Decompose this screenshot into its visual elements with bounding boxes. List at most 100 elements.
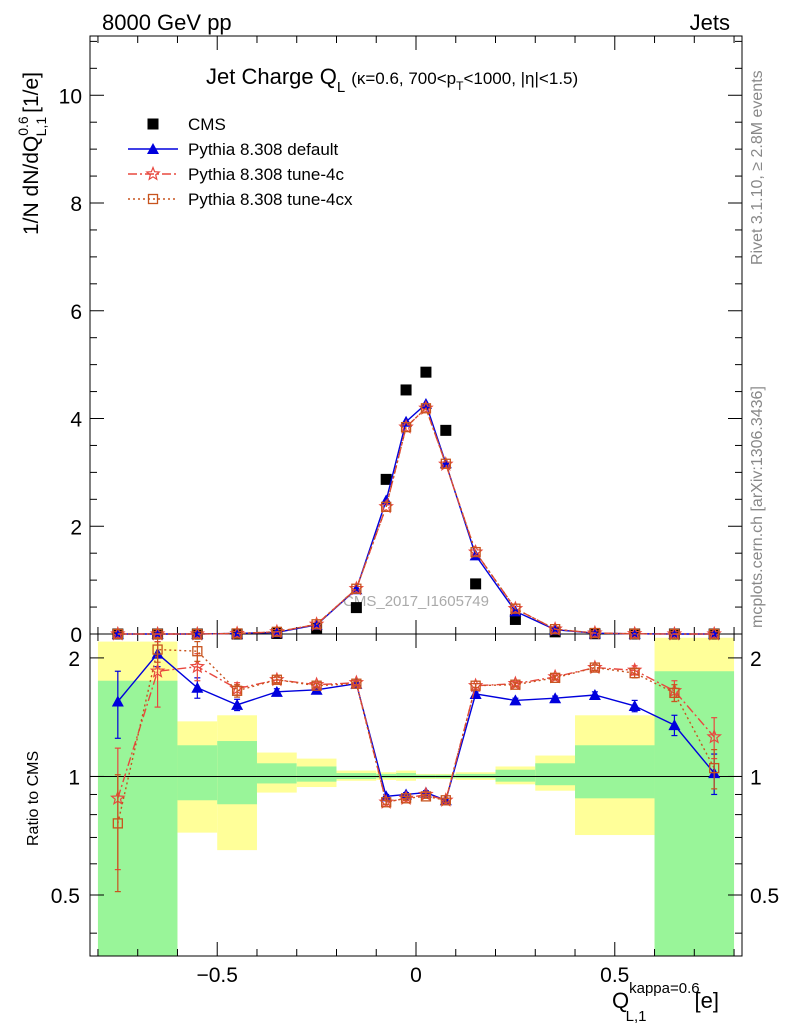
band-green — [256, 763, 297, 784]
marker-open-square — [147, 193, 159, 205]
main-series-group — [110, 366, 722, 641]
ratio-ytick-labels: 0.5 0.5 1 1 2 2 — [51, 648, 779, 908]
main-ytick-label: 0 — [70, 624, 82, 647]
title-params: (κ=0.6, 700<p — [351, 69, 456, 88]
marker-star — [145, 165, 161, 181]
marker-square — [400, 384, 412, 396]
ratio-ytick-label-right: 1 — [750, 766, 762, 789]
watermark: CMS_2017_I1605749 — [343, 593, 489, 610]
ylabel-unit: [1/e] — [20, 72, 43, 113]
xtick-label: 0.5 — [600, 964, 629, 987]
marker-open-square — [152, 644, 163, 655]
marker-square — [147, 118, 159, 130]
marker-open-square — [311, 619, 322, 630]
ylabel-sub: L,1 — [33, 117, 49, 137]
marker-open-square — [510, 603, 521, 614]
marker-square — [350, 602, 362, 614]
main-ytick-labels: 0 2 4 6 8 10 — [59, 85, 83, 647]
ratio-ylabel-text: Ratio to CMS — [25, 751, 42, 846]
svg-text:1/N dN/dQ0.6L,1[1/e]: 1/N dN/dQ0.6 L,1 [1/e] — [15, 72, 49, 235]
marker-triangle — [628, 699, 641, 711]
marker-open-square — [231, 685, 243, 696]
marker-triangle — [509, 694, 522, 706]
marker-open-square — [629, 628, 640, 639]
band-green — [654, 671, 735, 956]
ratio-ytick-label-right: 2 — [750, 648, 762, 671]
header-left: 8000 GeV pp — [102, 10, 232, 35]
marker-triangle — [111, 695, 124, 707]
marker-open-square — [629, 667, 640, 679]
xlabel-sub: L,1 — [626, 1008, 647, 1024]
main-title: Jet Charge QL (κ=0.6, 700<pT<1000, |η|<1.… — [206, 64, 578, 96]
marker-open-square — [192, 628, 203, 640]
marker-open-square — [351, 583, 362, 594]
title-params-end: <1000, |η|<1.5) — [463, 69, 578, 88]
marker-triangle — [668, 719, 681, 731]
ylabel-sup: 0.6 — [15, 116, 31, 136]
marker-open-square — [549, 624, 561, 635]
series-line-default — [117, 402, 715, 635]
marker-open-square — [231, 628, 243, 639]
ratio-ylabel: Ratio to CMS — [25, 751, 42, 846]
marker-open-square — [470, 680, 481, 691]
legend-label-tune4cx: Pythia 8.308 tune-4cx — [188, 190, 353, 209]
marker-open-square — [420, 403, 432, 414]
xtick-labels: −0.5 0 0.5 — [196, 964, 629, 987]
ratio-line-default — [117, 652, 715, 802]
main-ytick-label: 8 — [70, 193, 82, 216]
band-green — [495, 769, 536, 782]
marker-triangle — [310, 683, 323, 695]
xtick-label: 0 — [410, 964, 422, 987]
marker-square — [470, 578, 482, 590]
marker-open-square — [271, 674, 283, 685]
band-green — [575, 745, 655, 799]
marker-open-square — [400, 421, 412, 433]
marker-open-square — [709, 628, 720, 640]
marker-open-square — [510, 679, 521, 690]
xlabel-unit: [e] — [694, 988, 718, 1013]
xlabel-main: Q — [612, 988, 629, 1013]
band-green — [177, 745, 218, 801]
title-sub: L — [337, 79, 345, 96]
rivet-label: Rivet 3.1.10, ≥ 2.8M events — [749, 70, 766, 265]
main-ytick-label: 4 — [70, 409, 82, 432]
marker-square — [509, 613, 521, 625]
legend-label-tune4c: Pythia 8.308 tune-4c — [188, 165, 344, 184]
marker-open-square — [709, 762, 720, 774]
ratio-ytick-label-left: 0.5 — [51, 885, 80, 908]
marker-star — [189, 658, 206, 674]
marker-open-square — [470, 546, 481, 558]
main-ytick-label: 10 — [59, 85, 82, 108]
band-green — [296, 766, 337, 782]
header-right: Jets — [690, 10, 730, 35]
main-ytick-label: 6 — [70, 301, 82, 324]
band-green — [396, 773, 416, 779]
rivet-label-group: Rivet 3.1.10, ≥ 2.8M events — [749, 70, 766, 265]
marker-triangle — [588, 689, 601, 701]
marker-open-square — [440, 458, 451, 469]
marker-open-square — [381, 501, 392, 513]
title-params-sub: T — [456, 79, 464, 93]
ratio-uncertainty-bands — [97, 637, 735, 956]
title-main: Jet Charge Q — [206, 64, 337, 89]
ratio-series-group — [110, 637, 723, 893]
axis-ticks — [90, 36, 742, 956]
mcplots-label: mcplots.cern.ch [arXiv:1306.3436] — [749, 386, 766, 628]
band-green — [97, 680, 178, 956]
marker-triangle — [549, 692, 562, 704]
marker-open-square — [192, 646, 203, 657]
band-green — [217, 741, 257, 805]
main-ytick-label: 2 — [70, 516, 82, 539]
marker-open-square — [669, 687, 680, 699]
xlabel: Qkappa=0.6 L,1 [e] — [612, 980, 719, 1024]
marker-open-square — [112, 818, 123, 829]
marker-open-square — [440, 795, 451, 806]
marker-triangle — [191, 681, 204, 693]
marker-triangle — [147, 143, 159, 154]
marker-triangle — [231, 698, 244, 710]
xtick-label: −0.5 — [196, 964, 237, 987]
marker-open-square — [589, 627, 601, 639]
band-green — [535, 763, 576, 786]
marker-open-square — [271, 626, 283, 637]
marker-open-square — [112, 628, 123, 640]
